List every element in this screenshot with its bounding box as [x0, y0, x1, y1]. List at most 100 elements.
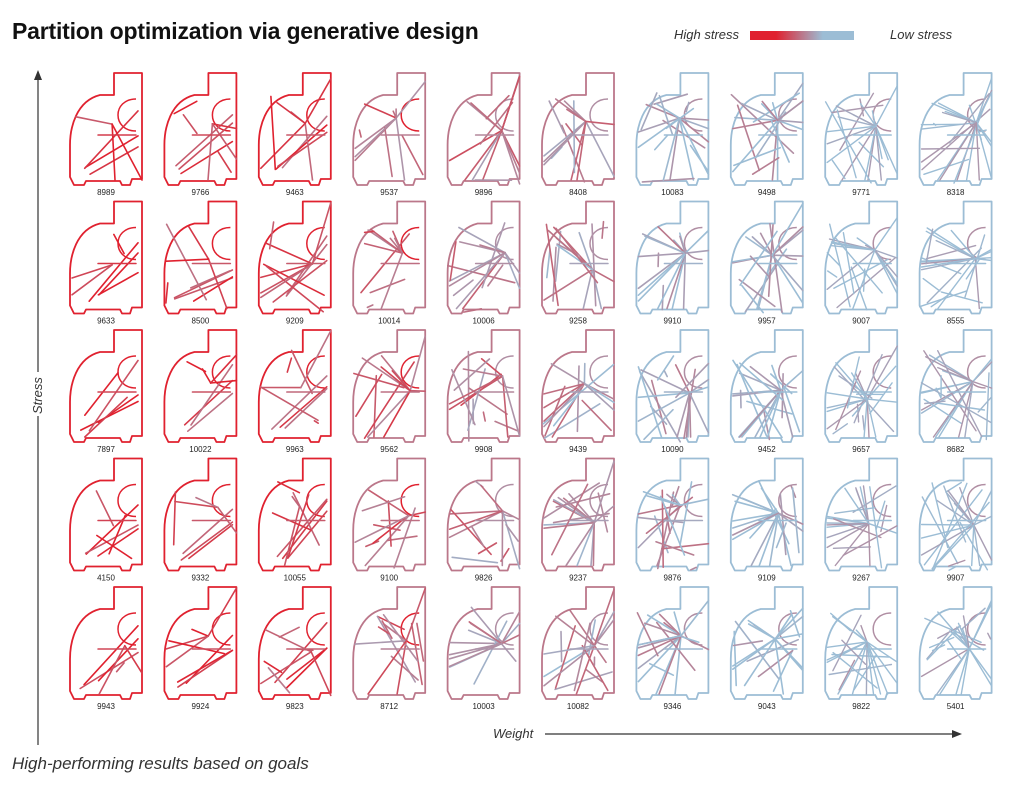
y-axis-arrow-icon: [34, 70, 42, 80]
design-id-label: 9452: [758, 445, 776, 454]
design-id-label: 7897: [97, 445, 115, 454]
design-id-label: 9537: [380, 188, 398, 197]
design-id-label: 10055: [284, 574, 307, 583]
design-id-label: 10082: [567, 702, 590, 711]
design-cell: 4150: [69, 457, 143, 583]
design-cell: 8318: [918, 72, 993, 197]
design-id-label: 9439: [569, 445, 587, 454]
design-cell: 9452: [729, 329, 804, 454]
design-cell: 7897: [69, 329, 143, 454]
design-id-label: 9910: [664, 317, 682, 326]
design-cell: 9910: [635, 200, 710, 326]
y-axis-label-gap: [30, 372, 46, 416]
design-cell: 9633: [69, 200, 143, 326]
design-cell: 5401: [918, 586, 993, 711]
design-cell: 10055: [257, 457, 332, 583]
design-id-label: 4150: [97, 574, 115, 583]
design-cell: 9007: [824, 200, 899, 326]
design-id-label: 9823: [286, 702, 304, 711]
design-id-label: 9209: [286, 317, 304, 326]
design-cell: 9109: [729, 457, 804, 583]
design-id-label: 9822: [852, 702, 870, 711]
design-id-label: 8989: [97, 188, 115, 197]
design-cell: 9823: [257, 586, 332, 711]
design-cell: 10083: [635, 72, 710, 197]
design-cell: 9907: [918, 457, 993, 583]
design-id-label: 9908: [475, 445, 493, 454]
design-id-label: 9332: [192, 574, 210, 583]
design-cell: 9657: [824, 329, 899, 454]
design-id-label: 9633: [97, 317, 115, 326]
design-id-label: 9100: [380, 574, 398, 583]
design-id-label: 5401: [947, 702, 965, 711]
design-id-label: 9346: [664, 702, 682, 711]
design-cell: 8408: [541, 72, 615, 197]
design-id-label: 8682: [947, 445, 965, 454]
design-cell: 9209: [257, 200, 332, 326]
design-cell: 9908: [446, 329, 521, 454]
design-id-label: 9957: [758, 317, 776, 326]
legend-high-label: High stress: [674, 27, 740, 42]
design-id-label: 10006: [472, 317, 495, 326]
legend-gradient-bar: [750, 31, 854, 40]
design-id-label: 9043: [758, 702, 776, 711]
design-cell: 9537: [352, 72, 427, 197]
design-cell: 9463: [257, 72, 332, 197]
design-cell: 9498: [729, 72, 804, 197]
design-id-label: 9963: [286, 445, 304, 454]
design-id-label: 9007: [852, 317, 870, 326]
design-id-label: 9924: [192, 702, 210, 711]
design-cell: 9896: [446, 72, 521, 197]
design-id-label: 9498: [758, 188, 776, 197]
design-id-label: 8712: [380, 702, 398, 711]
design-id-label: 9463: [286, 188, 304, 197]
design-id-label: 8500: [192, 317, 210, 326]
design-cell: 10006: [446, 200, 521, 326]
design-cell: 9771: [824, 72, 899, 197]
y-axis-label-text: Stress: [30, 377, 45, 414]
design-cell: 9258: [541, 200, 615, 326]
design-id-label: 8318: [947, 188, 965, 197]
design-id-label: 9896: [475, 188, 493, 197]
design-id-label: 9826: [475, 574, 493, 583]
design-id-label: 9943: [97, 702, 115, 711]
design-id-label: 10083: [661, 188, 684, 197]
design-cell: 10090: [635, 329, 710, 454]
design-cell: 10014: [352, 200, 427, 326]
x-axis-label: Weight: [493, 726, 535, 741]
design-id-label: 9771: [852, 188, 870, 197]
design-id-label: 9766: [192, 188, 210, 197]
design-id-label: 8555: [947, 317, 965, 326]
design-cell: 10082: [541, 586, 615, 711]
design-cell: 9876: [635, 457, 710, 583]
design-id-label: 9657: [852, 445, 870, 454]
design-id-label: 9876: [664, 574, 682, 583]
design-id-label: 9237: [569, 574, 587, 583]
design-cell: 9826: [446, 457, 521, 583]
design-cell: 9346: [635, 586, 710, 711]
design-cell: 10022: [163, 329, 238, 454]
design-cell: 9957: [729, 200, 804, 326]
design-id-label: 8408: [569, 188, 587, 197]
design-id-label: 10090: [661, 445, 684, 454]
design-cell: 8682: [918, 329, 993, 454]
design-id-label: 9907: [947, 574, 965, 583]
x-axis-arrow-icon: [952, 730, 962, 738]
design-id-label: 10014: [378, 317, 401, 326]
design-id-label: 10003: [472, 702, 495, 711]
design-cell: 9043: [729, 586, 804, 711]
design-id-label: 10022: [189, 445, 212, 454]
design-cell: 9332: [163, 457, 238, 583]
design-id-label: 9258: [569, 317, 587, 326]
design-id-label: 9562: [380, 445, 398, 454]
design-id-label: 9267: [852, 574, 870, 583]
design-cells: 8989 9766 9463 9537 9896 8408 10083 9498 9771 831…: [69, 72, 993, 711]
footer-caption: High-performing results based on goals: [12, 754, 309, 773]
design-cell: 8989: [69, 72, 143, 197]
design-cell: 8712: [352, 586, 427, 711]
legend-low-label: Low stress: [890, 27, 953, 42]
design-cell: 9562: [352, 329, 427, 454]
design-cell: 9439: [541, 329, 615, 454]
design-cell: 9924: [163, 586, 238, 711]
